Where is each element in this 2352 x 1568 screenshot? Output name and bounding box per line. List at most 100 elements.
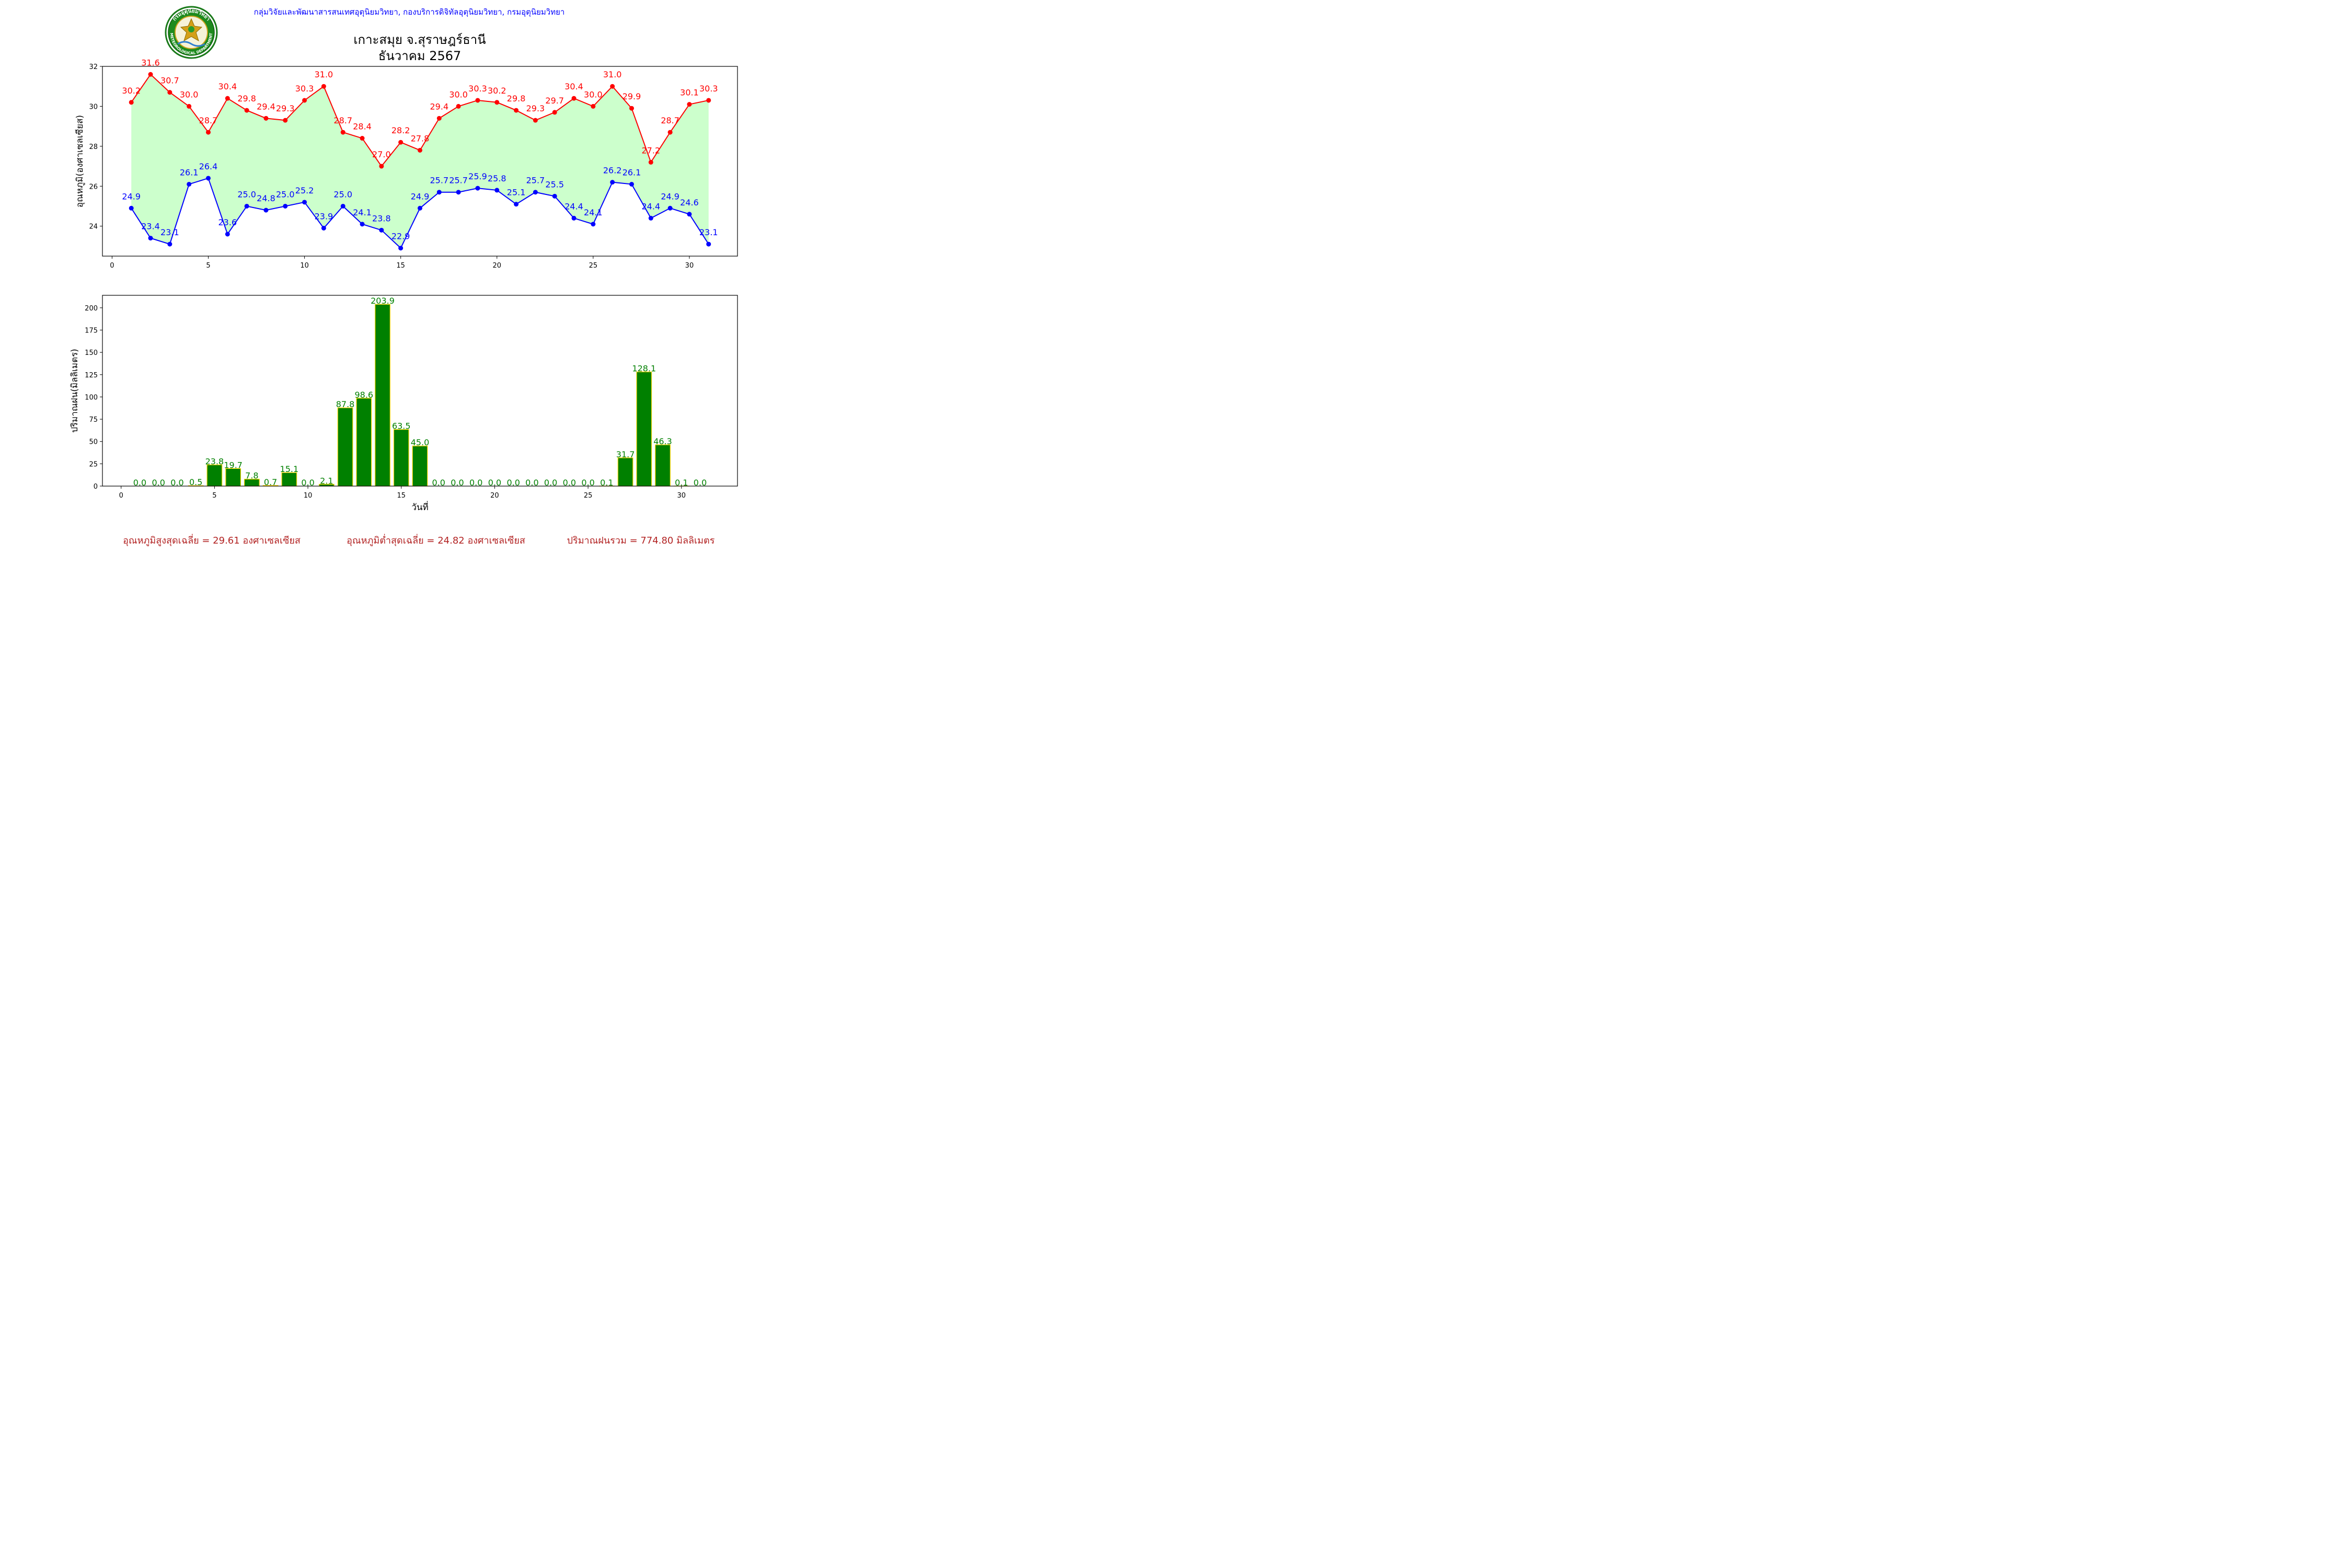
- max-temperature-point: [187, 103, 192, 109]
- min-temperature-label: 24.8: [257, 193, 275, 203]
- max-temperature-label: 27.8: [411, 133, 430, 143]
- temperature-x-tick-label: 5: [206, 262, 210, 270]
- max-temperature-label: 28.2: [391, 125, 410, 135]
- rainfall-x-tick-label: 15: [397, 492, 406, 500]
- min-temperature-label: 22.9: [391, 232, 410, 241]
- rainfall-value-label: 0.0: [170, 478, 183, 488]
- rainfall-value-label: 0.0: [563, 478, 576, 488]
- max-temperature-point: [706, 98, 711, 103]
- min-temperature-point: [340, 203, 345, 209]
- rainfall-value-label: 0.0: [133, 478, 146, 488]
- min-temperature-point: [148, 236, 153, 241]
- rainfall-value-label: 23.8: [205, 456, 224, 466]
- min-temperature-label: 26.2: [603, 166, 622, 176]
- rainfall-x-tick-label: 25: [584, 492, 593, 500]
- min-temperature-label: 24.9: [411, 191, 430, 201]
- min-temperature-point: [302, 200, 307, 205]
- min-temperature-label: 24.4: [642, 201, 661, 211]
- min-temperature-point: [321, 226, 326, 231]
- max-temperature-point: [436, 116, 442, 121]
- max-temperature-point: [418, 147, 422, 153]
- rainfall-y-tick-label: 125: [85, 372, 98, 379]
- max-temperature-point: [398, 140, 403, 145]
- max-temperature-point: [571, 96, 577, 101]
- min-temperature-label: 23.6: [218, 217, 237, 227]
- min-temperature-point: [494, 188, 500, 193]
- rainfall-value-label: 45.0: [411, 437, 430, 447]
- rainfall-bar: [636, 371, 652, 487]
- summary-avg-min-temp: อุณหภูมิต่ำสุดเฉลี่ย = 24.82 องศาเซลเซีย…: [347, 534, 525, 546]
- max-temperature-point: [494, 100, 500, 105]
- rainfall-value-label: 0.1: [600, 478, 613, 488]
- max-temperature-point: [148, 72, 153, 77]
- min-temperature-label: 23.9: [315, 212, 333, 222]
- max-temperature-label: 27.0: [372, 149, 391, 159]
- min-temperature-point: [225, 232, 230, 237]
- max-temperature-label: 29.4: [430, 101, 449, 111]
- rainfall-y-tick-label: 150: [85, 349, 98, 357]
- min-temperature-label: 23.1: [160, 227, 179, 237]
- temperature-y-tick-label: 32: [89, 63, 98, 71]
- min-temperature-label: 23.1: [699, 227, 718, 237]
- min-temperature-point: [456, 190, 461, 195]
- max-temperature-point: [360, 136, 365, 141]
- rainfall-bar: [356, 398, 372, 487]
- max-temperature-point: [648, 159, 653, 165]
- rainfall-bar: [375, 304, 390, 487]
- temperature-x-tick-label: 25: [589, 262, 598, 270]
- min-temperature-label: 25.1: [507, 188, 526, 198]
- max-temperature-point: [610, 84, 615, 89]
- max-temperature-label: 30.4: [564, 82, 583, 91]
- min-temperature-label: 24.1: [584, 207, 603, 217]
- min-temperature-point: [436, 190, 442, 195]
- rainfall-x-tick-label: 5: [212, 492, 216, 500]
- rainfall-bar: [281, 472, 297, 487]
- rainfall-bar: [393, 429, 409, 487]
- max-temperature-label: 29.3: [276, 103, 295, 113]
- min-temperature-point: [552, 193, 557, 199]
- chart-canvas: กรมอุตุนิยมวิทยา METEOROLOGICAL DEPARTME…: [70, 6, 738, 546]
- min-temperature-point: [167, 241, 172, 247]
- max-temperature-label: 31.0: [315, 70, 333, 79]
- max-temperature-point: [263, 116, 269, 121]
- temperature-y-axis-label: อุณหภูมิ(องศาเซลเซียส): [75, 115, 85, 207]
- rainfall-x-tick-label: 0: [119, 492, 123, 500]
- min-temperature-point: [379, 227, 384, 233]
- rainfall-chart: 0.0 0.0 0.0 0.523.8 19.77.80.715.10.0 2.187.8…: [70, 295, 738, 513]
- min-temperature-label: 25.8: [488, 174, 506, 183]
- min-temperature-point: [244, 203, 249, 209]
- rainfall-x-tick-label: 20: [490, 492, 499, 500]
- rainfall-value-label: 7.8: [245, 471, 258, 481]
- temperature-x-tick-label: 30: [685, 262, 694, 270]
- max-temperature-point: [533, 118, 538, 123]
- rainfall-x-tick-label: 30: [677, 492, 686, 500]
- min-temperature-label: 24.9: [661, 191, 679, 201]
- max-temperature-label: 30.4: [218, 82, 237, 91]
- rainfall-value-label: 0.0: [432, 478, 445, 488]
- min-temperature-label: 25.0: [237, 189, 256, 199]
- rainfall-bar: [655, 444, 671, 487]
- min-temperature-point: [687, 212, 692, 217]
- rainfall-y-tick-label: 175: [85, 327, 98, 335]
- max-temperature-point: [283, 118, 288, 123]
- max-temperature-point: [591, 103, 596, 109]
- min-temperature-point: [648, 215, 653, 221]
- max-temperature-label: 30.0: [584, 89, 603, 99]
- rainfall-x-axis-label: วันที่: [411, 501, 428, 513]
- min-temperature-label: 25.0: [333, 189, 352, 199]
- rainfall-value-label: 0.0: [544, 478, 557, 488]
- temperature-plot-frame: [102, 66, 738, 257]
- rainfall-bar: [412, 445, 428, 487]
- max-temperature-label: 30.0: [180, 89, 199, 99]
- rainfall-value-label: 0.0: [506, 478, 520, 488]
- max-temperature-label: 31.0: [603, 70, 622, 79]
- min-temperature-label: 24.4: [564, 201, 583, 211]
- rainfall-plot-frame: [102, 295, 738, 487]
- min-temperature-label: 25.0: [276, 189, 295, 199]
- max-temperature-label: 30.3: [295, 84, 314, 94]
- max-temperature-label: 30.2: [488, 86, 506, 96]
- min-temperature-point: [206, 176, 211, 181]
- min-temperature-point: [667, 205, 673, 211]
- rainfall-value-label: 128.1: [632, 364, 656, 374]
- rainfall-value-label: 2.1: [320, 476, 333, 486]
